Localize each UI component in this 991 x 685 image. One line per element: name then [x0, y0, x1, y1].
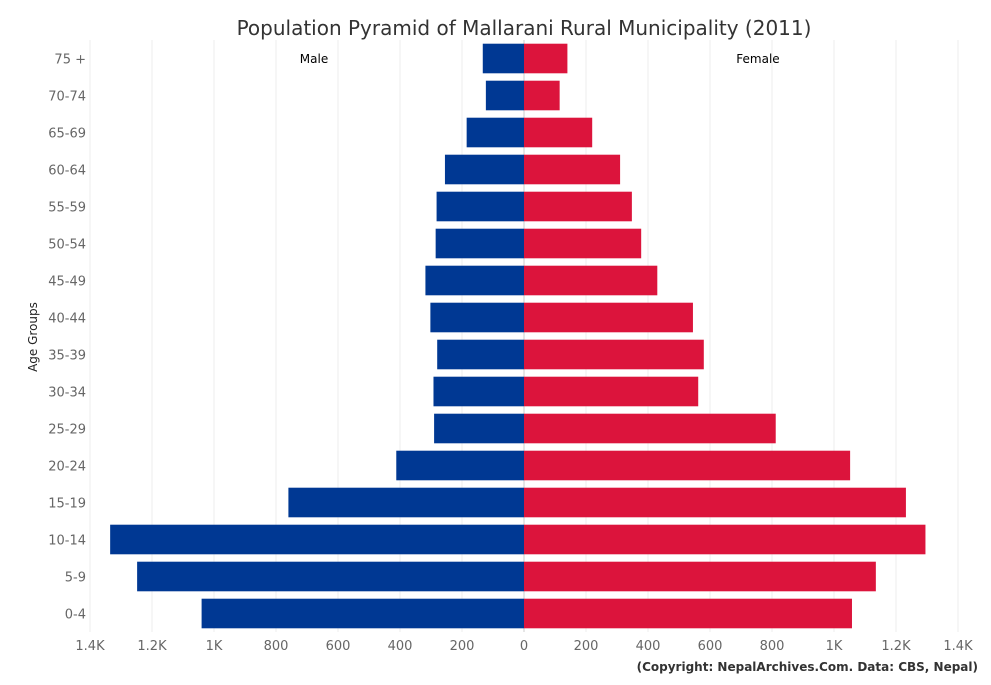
y-category-label: 40-44	[48, 312, 86, 327]
x-tick-label: 200	[450, 639, 475, 654]
y-category-label: 5-9	[65, 571, 86, 586]
x-tick-label: 1.4K	[943, 639, 973, 654]
x-tick-label: 1.2K	[881, 639, 911, 654]
credit-text: (Copyright: NepalArchives.Com. Data: CBS…	[637, 660, 978, 674]
x-tick-label: 1.4K	[75, 639, 105, 654]
x-tick-label: 1.2K	[137, 639, 167, 654]
bar-female	[524, 376, 699, 407]
legend-label-male: Male	[300, 52, 328, 66]
bar-female	[524, 43, 568, 74]
x-tick-label: 1K	[826, 639, 843, 654]
bar-female	[524, 228, 642, 259]
bar-male	[485, 80, 524, 111]
legend-label-female: Female	[736, 52, 779, 66]
bar-female	[524, 302, 693, 333]
bar-male	[396, 450, 524, 481]
bar-female	[524, 561, 876, 592]
x-tick-label: 600	[326, 639, 351, 654]
y-category-label: 60-64	[48, 164, 86, 179]
x-tick-label: 400	[636, 639, 661, 654]
y-category-label: 0-4	[65, 608, 86, 623]
bar-female	[524, 524, 926, 555]
bar-male	[110, 524, 525, 555]
bar-female	[524, 265, 658, 296]
bar-male	[137, 561, 524, 592]
x-tick-label: 600	[698, 639, 723, 654]
bar-female	[524, 450, 851, 481]
y-category-label: 50-54	[48, 238, 86, 253]
bar-male	[425, 265, 524, 296]
bar-female	[524, 154, 621, 185]
bar-female	[524, 339, 704, 370]
bar-female	[524, 80, 560, 111]
y-category-label: 45-49	[48, 275, 86, 290]
bars-group	[110, 43, 926, 629]
y-category-label: 10-14	[48, 534, 86, 549]
y-category-label: 35-39	[48, 349, 86, 364]
x-tick-label: 0	[520, 639, 528, 654]
y-category-label: 15-19	[48, 497, 86, 512]
bar-female	[524, 598, 852, 629]
y-category-label: 30-34	[48, 386, 86, 401]
bar-female	[524, 117, 593, 148]
bar-female	[524, 191, 632, 222]
x-tick-label: 800	[264, 639, 289, 654]
x-tick-label: 1K	[206, 639, 223, 654]
x-axis-ticks: 1.4K 1.2K 1K 800 600 400 200 0 200 400 600 800 1K 1.2…	[75, 639, 973, 654]
bar-male	[434, 413, 524, 444]
bar-male	[437, 339, 524, 370]
y-category-label: 75 +	[54, 53, 86, 68]
bar-male	[430, 302, 524, 333]
chart-title: Population Pyramid of Mallarani Rural Mu…	[237, 16, 812, 40]
bar-male	[482, 43, 524, 74]
x-tick-label: 800	[760, 639, 785, 654]
y-axis-label: Age Groups	[26, 302, 40, 372]
y-axis-categories: 75 + 70-74 65-69 60-64 55-59 50-54 45-49 40-44 3…	[48, 53, 86, 623]
bar-male	[201, 598, 524, 629]
bar-male	[433, 376, 524, 407]
bar-female	[524, 413, 776, 444]
x-tick-label: 200	[574, 639, 599, 654]
y-category-label: 65-69	[48, 127, 86, 142]
bar-female	[524, 487, 906, 518]
bar-male	[436, 191, 524, 222]
y-category-label: 70-74	[48, 90, 86, 105]
bar-male	[466, 117, 524, 148]
y-category-label: 25-29	[48, 423, 86, 438]
bar-male	[444, 154, 524, 185]
y-category-label: 55-59	[48, 201, 86, 216]
bar-male	[288, 487, 524, 518]
y-category-label: 20-24	[48, 460, 86, 475]
x-tick-label: 400	[388, 639, 413, 654]
bar-male	[435, 228, 524, 259]
